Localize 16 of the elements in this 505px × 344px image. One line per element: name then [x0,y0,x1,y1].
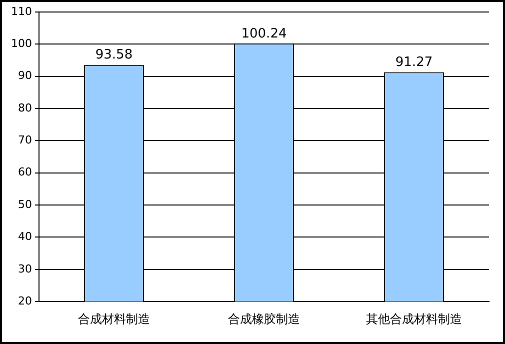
y-tick-label: 80 [18,101,32,114]
data-label: 100.24 [241,26,287,42]
y-tick-label: 50 [18,198,32,211]
y-tick-label: 70 [18,134,32,147]
x-tick-label: 合成橡胶制造 [228,312,300,326]
x-tick-label: 合成材料制造 [78,312,150,326]
y-tick-label: 110 [10,4,32,18]
data-label: 91.27 [395,55,433,70]
y-tick-label: 40 [18,230,32,244]
data-label: 93.58 [95,48,133,63]
y-tick-label: 20 [18,294,32,308]
y-tick-label: 90 [18,69,32,82]
y-tick-label: 30 [18,262,32,276]
y-tick-label: 100 [10,37,32,50]
y-tick-label: 60 [18,166,32,179]
x-tick-label: 其他合成材料制造 [366,312,462,326]
